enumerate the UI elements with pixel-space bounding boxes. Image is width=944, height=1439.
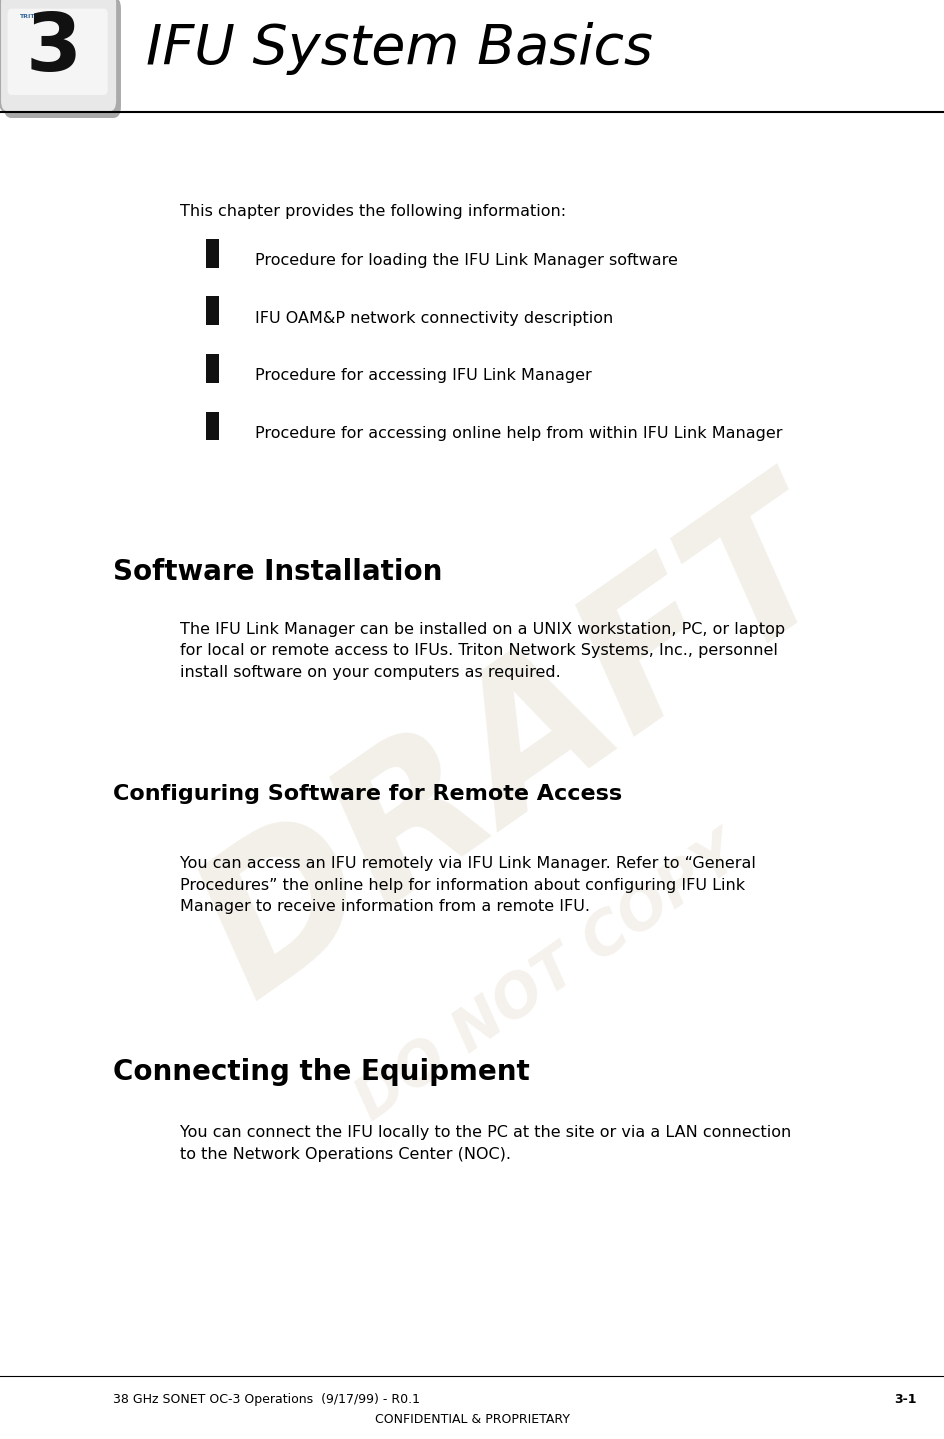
Text: The IFU Link Manager can be installed on a UNIX workstation, PC, or laptop
for l: The IFU Link Manager can be installed on…: [179, 622, 784, 679]
Text: You can access an IFU remotely via IFU Link Manager. Refer to “General
Procedure: You can access an IFU remotely via IFU L…: [179, 856, 754, 914]
Bar: [206, 239, 219, 268]
FancyBboxPatch shape: [4, 0, 121, 118]
Text: Procedure for accessing online help from within IFU Link Manager: Procedure for accessing online help from…: [255, 426, 782, 440]
Text: TRITON: TRITON: [19, 14, 45, 19]
Text: Procedure for accessing IFU Link Manager: Procedure for accessing IFU Link Manager: [255, 368, 591, 383]
Text: You can connect the IFU locally to the PC at the site or via a LAN connection
to: You can connect the IFU locally to the P…: [179, 1125, 790, 1161]
Text: CONFIDENTIAL & PROPRIETARY: CONFIDENTIAL & PROPRIETARY: [375, 1413, 569, 1426]
Text: IFU OAM&P network connectivity description: IFU OAM&P network connectivity descripti…: [255, 311, 613, 325]
Text: 3: 3: [25, 10, 82, 88]
Text: IFU System Basics: IFU System Basics: [146, 23, 652, 75]
Text: 3-1: 3-1: [893, 1393, 916, 1406]
Text: This chapter provides the following information:: This chapter provides the following info…: [179, 204, 565, 219]
Bar: [206, 296, 219, 325]
Bar: [206, 354, 219, 383]
Bar: [206, 412, 219, 440]
Text: Procedure for loading the IFU Link Manager software: Procedure for loading the IFU Link Manag…: [255, 253, 677, 268]
Text: 38 GHz SONET OC-3 Operations  (9/17/99) - R0.1: 38 GHz SONET OC-3 Operations (9/17/99) -…: [113, 1393, 420, 1406]
FancyBboxPatch shape: [8, 9, 108, 95]
Text: Software Installation: Software Installation: [113, 558, 443, 586]
Text: DO NOT COPY: DO NOT COPY: [346, 825, 750, 1132]
Text: Configuring Software for Remote Access: Configuring Software for Remote Access: [113, 784, 622, 804]
Text: Connecting the Equipment: Connecting the Equipment: [113, 1058, 530, 1085]
FancyBboxPatch shape: [0, 0, 117, 112]
Text: DRAFT: DRAFT: [168, 463, 870, 1033]
